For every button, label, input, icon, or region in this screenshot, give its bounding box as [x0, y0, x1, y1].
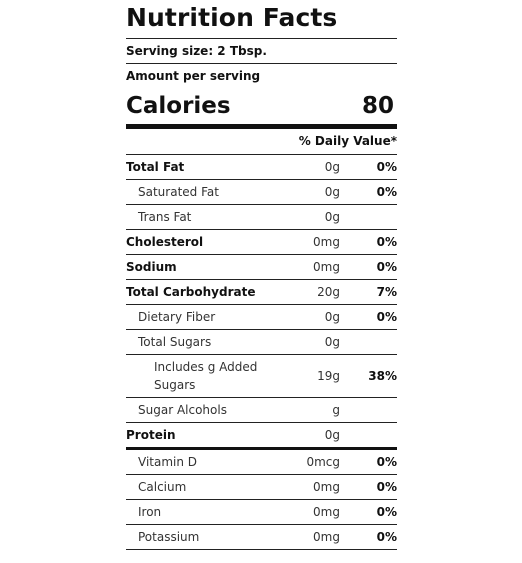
- nutrient-row-dietary-fiber: Dietary Fiber 0g 0%: [126, 304, 397, 329]
- vitamin-amount: 0mcg: [306, 455, 340, 469]
- nutrient-row-total-fat: Total Fat 0g 0%: [126, 154, 397, 179]
- nutrient-name: Cholesterol: [126, 235, 204, 249]
- nutrient-daily-value: 38%: [368, 369, 397, 383]
- nutrient-daily-value: 0%: [376, 310, 397, 324]
- nutrient-amount: 0g: [324, 210, 340, 224]
- nutrient-name: Includes g Added Sugars: [154, 360, 258, 392]
- vitamin-name: Iron: [138, 505, 162, 519]
- vitamin-row-iron: Iron 0mg 0%: [126, 499, 397, 524]
- vitamin-daily-value: 0%: [376, 530, 397, 544]
- vitamin-row-potassium: Potassium 0mg 0%: [126, 524, 397, 549]
- nutrient-name: Protein: [126, 428, 176, 442]
- vitamin-daily-value: 0%: [376, 480, 397, 494]
- nutrient-row-saturated-fat: Saturated Fat 0g 0%: [126, 179, 397, 204]
- nutrient-amount: 0mg: [313, 235, 340, 249]
- divider: [126, 63, 397, 64]
- divider: [126, 38, 397, 39]
- nutrient-row-total-carbohydrate: Total Carbohydrate 20g 7%: [126, 279, 397, 304]
- nutrient-amount: 0g: [324, 160, 340, 174]
- thick-divider: [126, 447, 397, 450]
- nutrition-facts-panel: Nutrition Facts Serving size: 2 Tbsp. Am…: [126, 0, 397, 550]
- nutrient-amount: 20g: [317, 285, 340, 299]
- daily-value-header: % Daily Value*: [298, 134, 397, 148]
- nutrient-name: Dietary Fiber: [138, 310, 216, 324]
- nutrient-amount: 0g: [324, 185, 340, 199]
- nutrient-daily-value: 0%: [376, 185, 397, 199]
- nutrient-row-trans-fat: Trans Fat 0g: [126, 204, 397, 229]
- vitamin-daily-value: 0%: [376, 505, 397, 519]
- nutrient-daily-value: 7%: [376, 285, 397, 299]
- nutrient-amount: 19g: [317, 369, 340, 383]
- vitamin-name: Calcium: [138, 480, 187, 494]
- vitamin-row-calcium: Calcium 0mg 0%: [126, 474, 397, 499]
- nutrient-name: Total Sugars: [138, 335, 212, 349]
- calories-row: Calories 80: [126, 88, 397, 124]
- calories-label: Calories: [126, 93, 231, 119]
- vitamin-name: Vitamin D: [138, 455, 198, 469]
- nutrient-name: Trans Fat: [138, 210, 192, 224]
- nutrient-daily-value: 0%: [376, 260, 397, 274]
- nutrient-amount: 0g: [324, 310, 340, 324]
- vitamin-amount: 0mg: [313, 505, 340, 519]
- nutrient-name: Saturated Fat: [138, 185, 219, 199]
- nutrient-row-total-sugars: Total Sugars 0g: [126, 329, 397, 354]
- amount-per-serving: Amount per serving: [126, 69, 261, 83]
- nutrient-name: Sugar Alcohols: [138, 403, 227, 417]
- nutrient-name: Total Fat: [126, 160, 185, 174]
- nutrient-row-sugar-alcohols: Sugar Alcohols g: [126, 397, 397, 422]
- nutrient-amount: 0g: [324, 428, 340, 442]
- nutrient-amount: g: [332, 403, 340, 417]
- vitamin-amount: 0mg: [313, 530, 340, 544]
- vitamin-row-vitamin-d: Vitamin D 0mcg 0%: [126, 450, 397, 474]
- nutrient-row-sodium: Sodium 0mg 0%: [126, 254, 397, 279]
- nutrient-amount: 0mg: [313, 260, 340, 274]
- calories-value: 80: [361, 93, 394, 119]
- label-title: Nutrition Facts: [126, 3, 338, 32]
- nutrient-daily-value: 0%: [376, 160, 397, 174]
- nutrient-name: Sodium: [126, 260, 177, 274]
- thick-divider: [126, 124, 397, 129]
- nutrient-daily-value: 0%: [376, 235, 397, 249]
- serving-size: Serving size: 2 Tbsp.: [126, 44, 267, 58]
- nutrient-name: Total Carbohydrate: [126, 285, 256, 299]
- vitamin-name: Potassium: [138, 530, 200, 544]
- nutrient-amount: 0g: [324, 335, 340, 349]
- nutrient-row-added-sugars: Includes g Added Sugars 19g 38%: [126, 354, 397, 397]
- nutrient-row-protein: Protein 0g: [126, 422, 397, 447]
- nutrient-row-cholesterol: Cholesterol 0mg 0%: [126, 229, 397, 254]
- nutrient-table: Total Fat 0g 0% Saturated Fat 0g 0% Tran…: [126, 154, 397, 447]
- vitamin-daily-value: 0%: [376, 455, 397, 469]
- vitamin-amount: 0mg: [313, 480, 340, 494]
- divider: [126, 549, 397, 550]
- vitamin-table: Vitamin D 0mcg 0% Calcium 0mg 0% Iron 0m…: [126, 450, 397, 549]
